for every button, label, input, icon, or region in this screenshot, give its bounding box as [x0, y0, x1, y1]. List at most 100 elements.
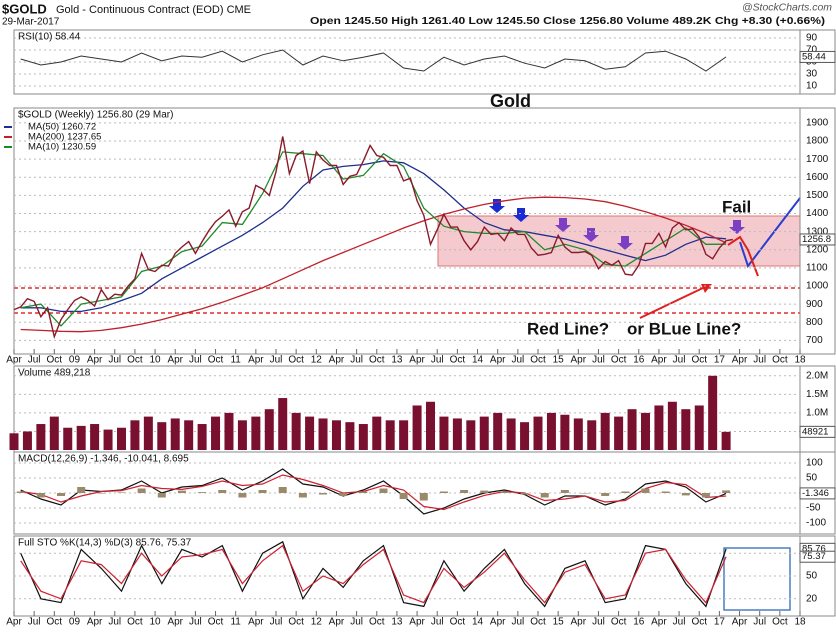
- bar: [305, 416, 315, 450]
- last-value-box: [799, 487, 836, 500]
- x-tick-label: Apr: [490, 617, 506, 628]
- bar: [385, 420, 395, 450]
- bar: [640, 412, 650, 450]
- series-line: [20, 160, 727, 313]
- last-value-box: [799, 550, 836, 563]
- x-tick-label: 17: [714, 355, 726, 366]
- axis-frame: [799, 107, 836, 355]
- x-tick-label: Oct: [772, 355, 788, 366]
- bar: [600, 412, 610, 450]
- bar: [614, 416, 624, 450]
- bar: [238, 493, 247, 498]
- bar: [667, 401, 677, 450]
- x-tick-label: Oct: [208, 617, 224, 628]
- down-arrow: [555, 218, 571, 232]
- legend-entry: MA(200) 1237.65: [28, 132, 101, 143]
- bar: [581, 493, 590, 494]
- x-tick-label: 14: [472, 355, 484, 366]
- bar: [546, 412, 556, 450]
- bar: [694, 405, 704, 450]
- bar: [506, 418, 516, 450]
- x-tick-label: Apr: [651, 355, 667, 366]
- bar: [57, 493, 66, 496]
- price-line: [20, 49, 727, 72]
- x-tick-label: 14: [472, 617, 484, 628]
- x-tick-label: Oct: [369, 355, 385, 366]
- bar: [157, 422, 167, 450]
- x-tick-label: Jul: [673, 355, 686, 366]
- x-tick-label: Apr: [571, 355, 587, 366]
- x-tick-label: 12: [311, 355, 323, 366]
- x-tick-label: Apr: [409, 355, 425, 366]
- y-tick-label: -50: [806, 503, 821, 514]
- x-tick-label: Jul: [350, 617, 363, 628]
- instrument-name: Gold - Continuous Contract (EOD) CME: [56, 4, 251, 16]
- x-tick-label: 15: [553, 617, 565, 628]
- bar: [218, 490, 227, 493]
- x-tick-label: 09: [69, 617, 81, 628]
- x-tick-label: Jul: [592, 355, 605, 366]
- bar: [412, 405, 422, 450]
- y-tick-label: 1.5M: [806, 389, 828, 400]
- x-tick-label: Apr: [248, 355, 264, 366]
- bar: [540, 493, 549, 498]
- y-tick-label: 30: [806, 69, 818, 80]
- x-tick-label: Apr: [167, 355, 183, 366]
- x-tick-label: Jul: [350, 355, 363, 366]
- bar: [621, 491, 630, 493]
- x-tick-label: 17: [714, 617, 726, 628]
- x-tick-label: Jul: [753, 617, 766, 628]
- legend-entry: MA(10) 1230.59: [28, 142, 96, 153]
- bar: [331, 420, 341, 450]
- y-tick-label: 900: [806, 299, 823, 310]
- bar: [399, 420, 409, 450]
- x-tick-label: Apr: [329, 355, 345, 366]
- x-tick-label: Oct: [691, 355, 707, 366]
- bar: [681, 409, 691, 450]
- x-tick-label: 15: [553, 355, 565, 366]
- bar: [137, 488, 146, 493]
- annotation: Gold: [490, 91, 531, 111]
- y-tick-label: 1500: [806, 190, 829, 201]
- x-tick-label: Jul: [270, 355, 283, 366]
- x-tick-label: Oct: [691, 617, 707, 628]
- x-tick-label: Jul: [28, 355, 41, 366]
- bar: [258, 490, 267, 493]
- x-tick-label: Apr: [87, 617, 103, 628]
- bar: [573, 418, 583, 450]
- chart-date: 29-Mar-2017: [2, 17, 60, 28]
- series-line: [20, 474, 727, 511]
- x-tick-label: Apr: [6, 617, 22, 628]
- bar: [399, 493, 408, 499]
- x-tick-label: Oct: [127, 617, 143, 628]
- bar: [16, 491, 25, 493]
- down-arrow: [513, 208, 529, 222]
- bar: [480, 490, 489, 493]
- y-tick-label: 100: [806, 458, 823, 469]
- y-tick-label: 50: [806, 473, 818, 484]
- bar: [587, 420, 597, 450]
- x-tick-label: Jul: [189, 617, 202, 628]
- x-tick-label: 18: [794, 355, 806, 366]
- bar: [198, 492, 207, 493]
- bar: [170, 418, 180, 450]
- bar: [419, 493, 428, 501]
- bar: [184, 420, 194, 450]
- x-tick-label: Jul: [673, 617, 686, 628]
- bar: [722, 490, 731, 493]
- y-tick-label: 700: [806, 335, 823, 346]
- x-tick-label: Apr: [732, 617, 748, 628]
- bar: [426, 401, 436, 450]
- x-tick-label: Jul: [189, 355, 202, 366]
- last-value-label: 75.37: [802, 551, 826, 562]
- symbol: $GOLD: [2, 1, 47, 16]
- x-tick-label: Oct: [127, 355, 143, 366]
- x-tick-label: Apr: [409, 617, 425, 628]
- x-tick-label: Jul: [511, 355, 524, 366]
- y-tick-label: 1700: [806, 154, 829, 165]
- projection-red: [727, 235, 759, 277]
- quote-line: Open 1245.50 High 1261.40 Low 1245.50 Cl…: [310, 15, 825, 27]
- panel-title: Full STO %K(14,3) %D(3) 85.76, 75.37: [18, 538, 192, 549]
- panel-title: MACD(12,26,9) -1.346, -10.041, 8.695: [18, 454, 189, 465]
- x-tick-label: Oct: [450, 617, 466, 628]
